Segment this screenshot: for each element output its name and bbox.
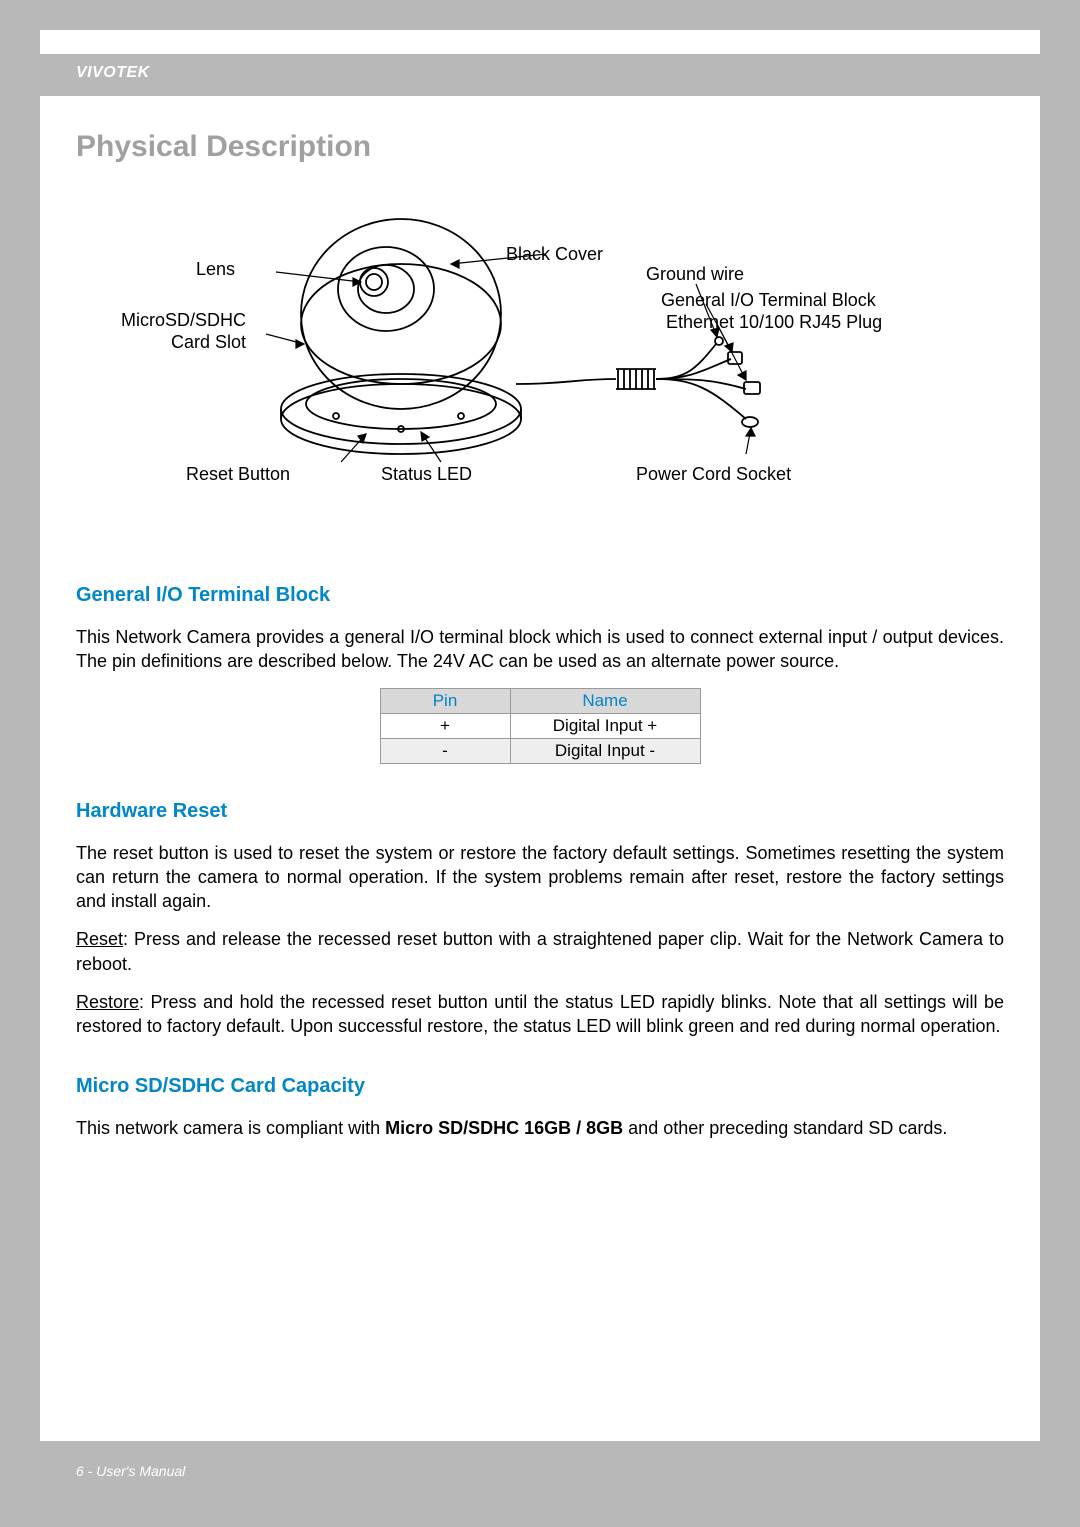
text-sd-pre: This network camera is compliant with xyxy=(76,1118,385,1138)
text-sd: This network camera is compliant with Mi… xyxy=(76,1116,1004,1140)
label-lens: Lens xyxy=(196,259,235,280)
label-black-cover: Black Cover xyxy=(506,244,603,265)
footer-band xyxy=(40,1441,1040,1497)
heading-sd: Micro SD/SDHC Card Capacity xyxy=(76,1075,1004,1098)
th-pin: Pin xyxy=(380,688,510,713)
text-reset-3b: : Press and hold the recessed reset butt… xyxy=(76,992,1004,1036)
table-row: + Digital Input + xyxy=(380,713,700,738)
label-sd-l1: MicroSD/SDHC xyxy=(106,310,246,331)
heading-reset: Hardware Reset xyxy=(76,800,1004,823)
text-sd-post: and other preceding standard SD cards. xyxy=(623,1118,947,1138)
label-status-led: Status LED xyxy=(381,464,472,485)
label-restore-u: Restore xyxy=(76,992,139,1012)
text-reset-1: The reset button is used to reset the sy… xyxy=(76,841,1004,914)
page-title: Physical Description xyxy=(76,130,1004,164)
th-name: Name xyxy=(510,688,700,713)
content-area: Physical Description xyxy=(76,130,1004,1154)
text-reset-3: Restore: Press and hold the recessed res… xyxy=(76,990,1004,1039)
label-reset-u: Reset xyxy=(76,929,123,949)
table-row: - Digital Input - xyxy=(380,738,700,763)
label-sd-l2: Card Slot xyxy=(106,332,246,353)
footer-text: 6 - User's Manual xyxy=(76,1463,185,1479)
label-ground: Ground wire xyxy=(646,264,744,285)
text-sd-bold: Micro SD/SDHC 16GB / 8GB xyxy=(385,1118,623,1138)
header-band xyxy=(40,54,1040,96)
camera-illustration xyxy=(246,194,846,494)
label-io: General I/O Terminal Block xyxy=(661,290,876,311)
label-reset: Reset Button xyxy=(186,464,290,485)
label-power: Power Cord Socket xyxy=(636,464,791,485)
text-io: This Network Camera provides a general I… xyxy=(76,625,1004,674)
document-page: VIVOTEK Physical Description xyxy=(40,30,1040,1497)
cell: Digital Input - xyxy=(510,738,700,763)
pin-table: Pin Name + Digital Input + - Digital Inp… xyxy=(380,688,701,764)
diagram: Lens Black Cover MicroSD/SDHC Card Slot … xyxy=(76,194,1004,524)
cell: + xyxy=(380,713,510,738)
text-reset-2: Reset: Press and release the recessed re… xyxy=(76,927,1004,976)
cell: - xyxy=(380,738,510,763)
heading-io: General I/O Terminal Block xyxy=(76,584,1004,607)
label-rj45: Ethernet 10/100 RJ45 Plug xyxy=(666,312,882,333)
brand-label: VIVOTEK xyxy=(76,64,150,82)
text-reset-2b: : Press and release the recessed reset b… xyxy=(76,929,1004,973)
cell: Digital Input + xyxy=(510,713,700,738)
